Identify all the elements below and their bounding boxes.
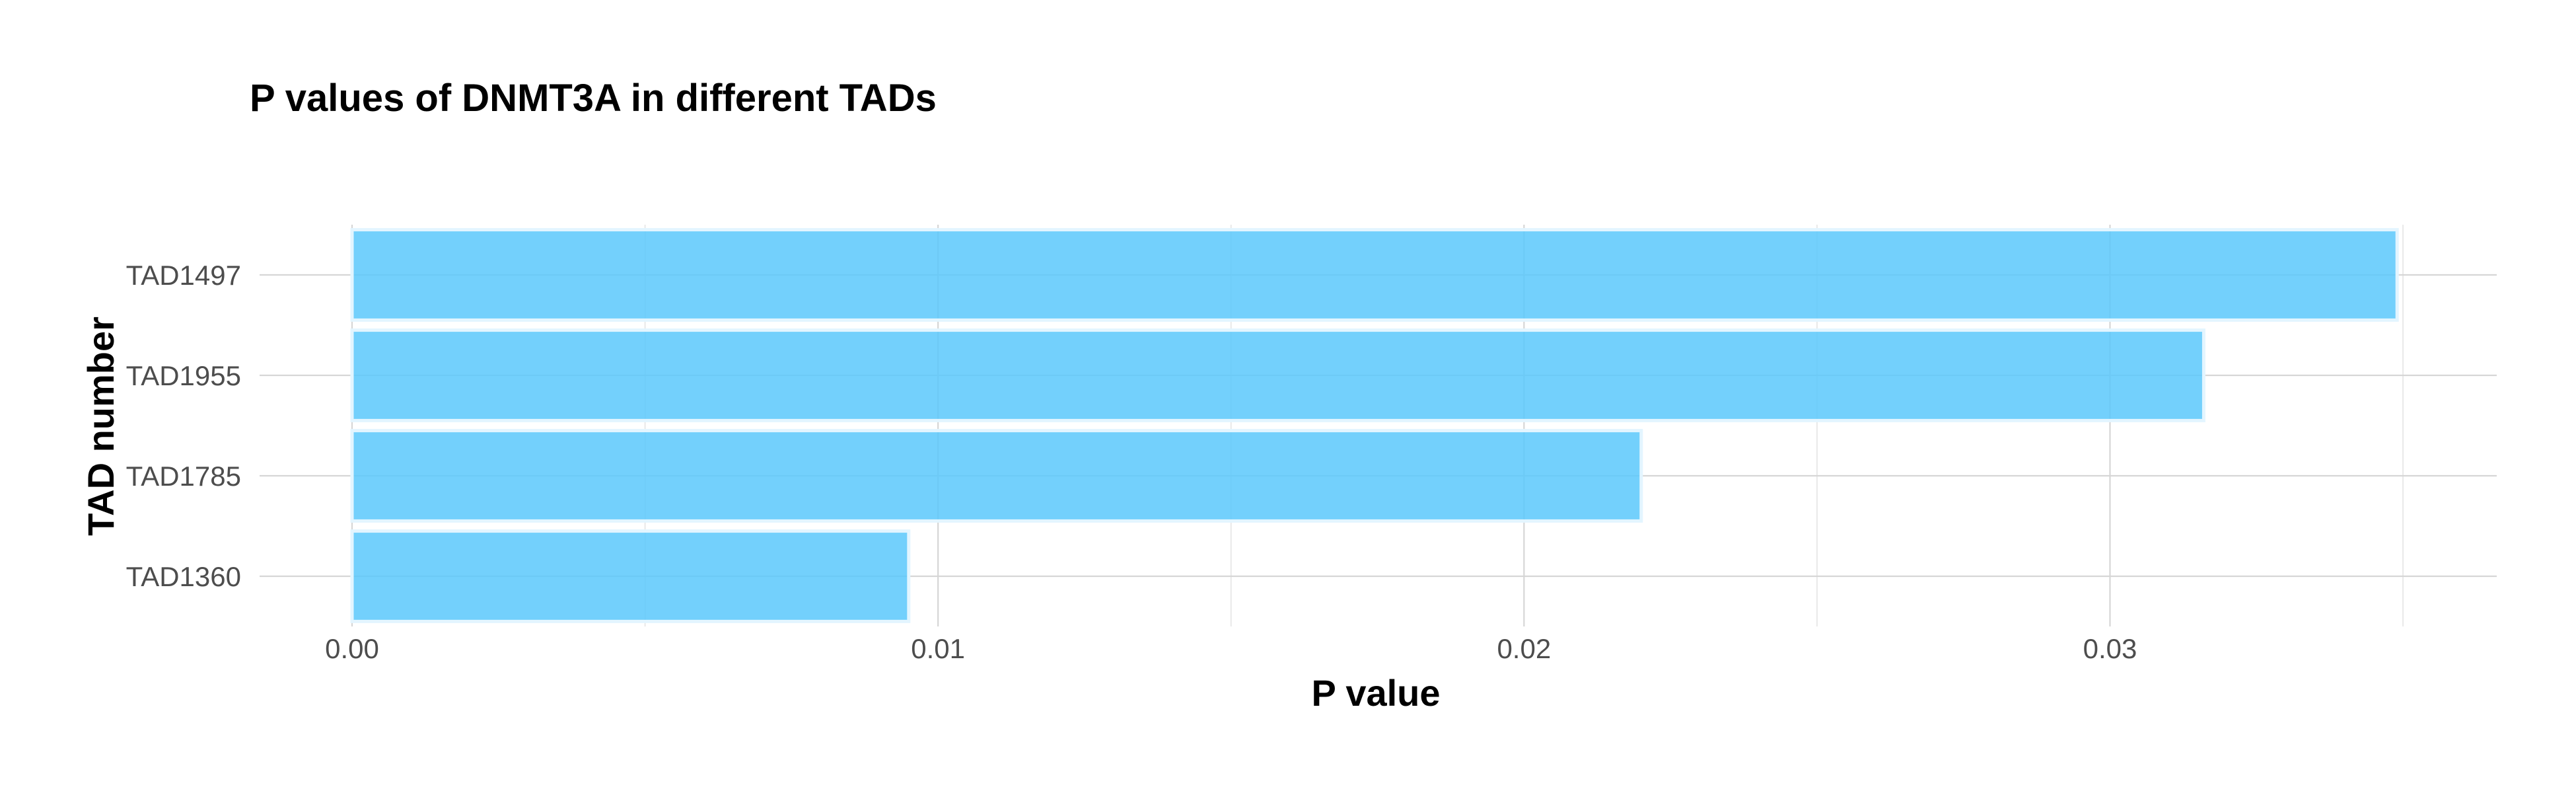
bar-tad1785 [350,429,1643,523]
y-tick-label: TAD1360 [126,561,241,592]
x-tick-label: 0.01 [911,633,965,664]
x-tick-label: 0.03 [2083,633,2137,664]
bar-tad1955 [350,328,2205,422]
chart-title: P values of DNMT3A in different TADs [250,77,937,120]
y-tick-label: TAD1785 [126,461,241,492]
y-tick-label: TAD1497 [126,260,241,291]
x-axis-tick-labels: 0.00 0.01 0.02 0.03 [325,633,2137,664]
bar-tad1497 [350,228,2399,322]
y-tick-label: TAD1955 [126,360,241,391]
y-axis-label: TAD number [80,317,122,536]
x-tick-label: 0.02 [1497,633,1551,664]
x-tick-label: 0.00 [325,633,379,664]
y-axis-tick-labels: TAD1360 TAD1785 TAD1955 TAD1497 [126,260,241,592]
x-axis-label: P value [1311,672,1440,714]
bars [350,228,2399,623]
bar-tad1360 [350,529,911,623]
